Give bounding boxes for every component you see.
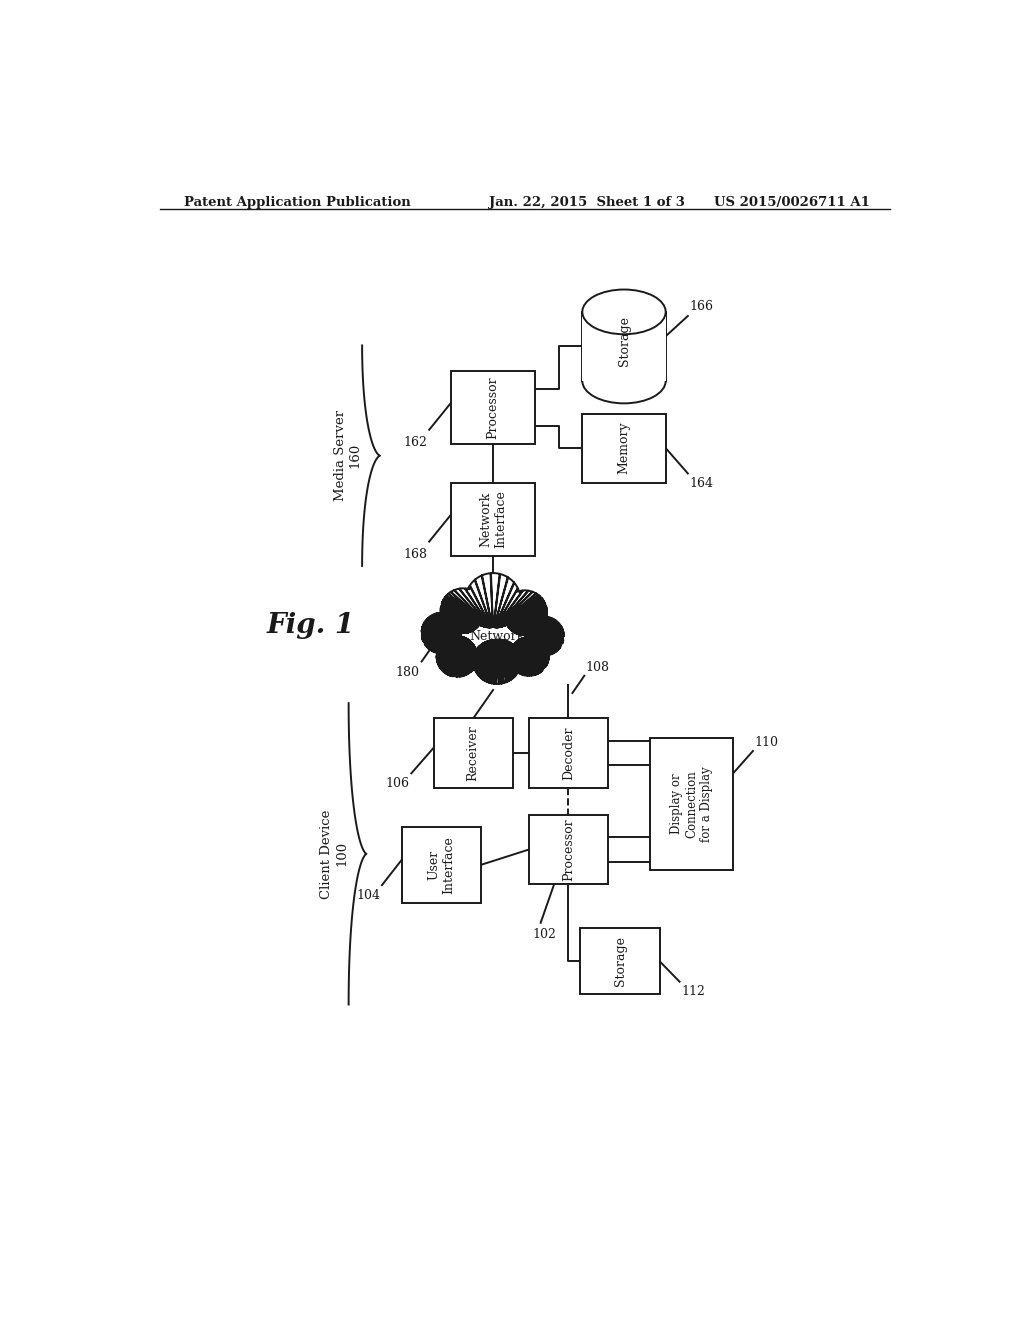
Polygon shape xyxy=(422,573,563,684)
Text: Storage: Storage xyxy=(613,936,627,986)
FancyBboxPatch shape xyxy=(528,718,608,788)
Text: Processor: Processor xyxy=(486,376,500,438)
Text: 110: 110 xyxy=(755,737,778,748)
Bar xyxy=(583,312,666,381)
FancyBboxPatch shape xyxy=(452,483,535,556)
Text: Memory: Memory xyxy=(617,422,631,474)
Text: 180: 180 xyxy=(395,665,419,678)
Text: 162: 162 xyxy=(403,436,428,449)
Text: Storage: Storage xyxy=(617,317,631,367)
FancyBboxPatch shape xyxy=(581,928,659,994)
Text: Display or
Connection
for a Display: Display or Connection for a Display xyxy=(670,766,713,842)
Text: 168: 168 xyxy=(403,548,428,561)
Ellipse shape xyxy=(583,289,666,334)
Text: 102: 102 xyxy=(532,928,557,941)
FancyBboxPatch shape xyxy=(650,738,733,870)
FancyBboxPatch shape xyxy=(583,413,666,483)
Text: Jan. 22, 2015  Sheet 1 of 3: Jan. 22, 2015 Sheet 1 of 3 xyxy=(489,195,685,209)
FancyBboxPatch shape xyxy=(452,371,535,444)
Text: 166: 166 xyxy=(689,300,714,313)
Text: Media Server
160: Media Server 160 xyxy=(334,411,361,502)
Text: US 2015/0026711 A1: US 2015/0026711 A1 xyxy=(714,195,870,209)
Text: User
Interface: User Interface xyxy=(427,836,456,894)
Text: 164: 164 xyxy=(689,477,714,490)
Text: Patent Application Publication: Patent Application Publication xyxy=(183,195,411,209)
Text: Processor: Processor xyxy=(562,818,574,880)
Text: Client Device
100: Client Device 100 xyxy=(321,809,348,899)
FancyBboxPatch shape xyxy=(401,826,481,903)
Text: 108: 108 xyxy=(586,661,610,673)
FancyBboxPatch shape xyxy=(433,718,513,788)
Text: 106: 106 xyxy=(386,777,410,791)
Text: 112: 112 xyxy=(681,985,705,998)
Text: Fig. 1: Fig. 1 xyxy=(267,612,355,639)
Text: Receiver: Receiver xyxy=(467,725,479,781)
Text: Decoder: Decoder xyxy=(562,726,574,780)
Text: Network
Interface: Network Interface xyxy=(479,490,507,548)
FancyBboxPatch shape xyxy=(528,814,608,884)
Text: 104: 104 xyxy=(356,890,380,902)
Text: Network: Network xyxy=(469,630,524,643)
